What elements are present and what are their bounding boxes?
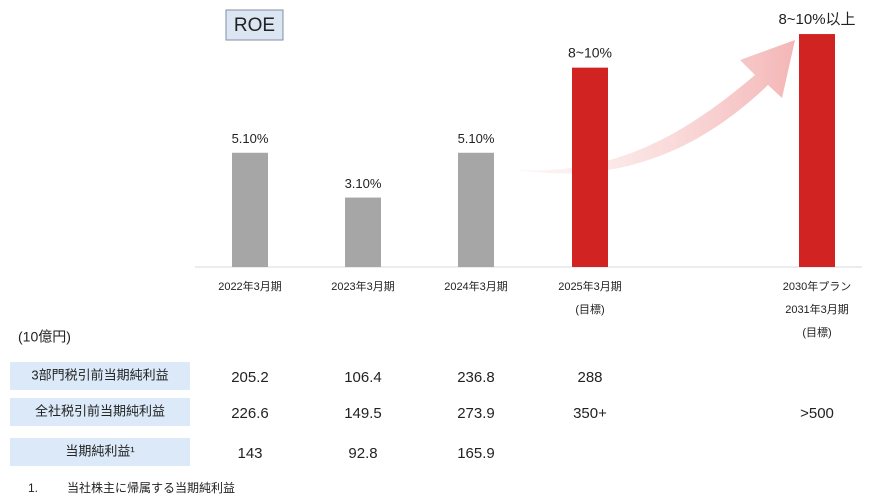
row-label-box — [10, 362, 190, 390]
value-label: 3.10% — [345, 176, 382, 191]
table-cell: 288 — [577, 369, 602, 386]
table-cell: 236.8 — [457, 369, 495, 386]
value-label: 5.10% — [232, 131, 269, 146]
row-label-box — [10, 438, 190, 466]
row-label-box — [10, 398, 190, 426]
bar — [458, 152, 494, 267]
row-label: 3部門税引前当期純利益 — [31, 367, 168, 382]
x-tick-label: 2023年3月期 — [331, 279, 395, 293]
value-label: 5.10% — [458, 131, 495, 146]
row-label: 全社税引前当期純利益 — [35, 403, 165, 418]
table-cell: 226.6 — [231, 405, 269, 422]
x-tick-label: 2024年3月期 — [444, 279, 508, 293]
bar — [345, 197, 381, 267]
table-cell: 205.2 — [231, 369, 269, 386]
trend-arrow — [518, 40, 795, 174]
table-cell: >500 — [800, 405, 834, 422]
x-tick-label: 2022年3月期 — [218, 279, 282, 293]
row-label: 当期純利益¹ — [65, 443, 135, 458]
bar — [572, 67, 608, 267]
table-cell: 350+ — [573, 405, 607, 422]
x-tick-label: 2031年3月期 — [785, 302, 849, 316]
table-cell: 92.8 — [348, 445, 377, 462]
x-tick-label: (目標) — [575, 302, 604, 316]
table-cell: 143 — [237, 445, 262, 462]
title-box — [225, 9, 284, 41]
x-tick-label: (目標) — [802, 325, 831, 339]
table-cell: 165.9 — [457, 445, 495, 462]
value-label: 8~10%以上 — [778, 11, 855, 28]
value-label: 8~10% — [568, 44, 612, 60]
x-tick-label: 2025年3月期 — [558, 279, 622, 293]
table-cell: 106.4 — [344, 369, 382, 386]
bar — [799, 34, 835, 267]
table-unit: (10億円) — [18, 329, 71, 345]
bar — [232, 152, 268, 267]
footnote-number: 1. — [28, 481, 38, 495]
footnote-text: 当社株主に帰属する当期純利益 — [67, 480, 235, 495]
table-cell: 273.9 — [457, 405, 495, 422]
chart-title: ROE — [234, 15, 275, 36]
x-tick-label: 2030年プラン — [783, 279, 851, 293]
table-cell: 149.5 — [344, 405, 382, 422]
